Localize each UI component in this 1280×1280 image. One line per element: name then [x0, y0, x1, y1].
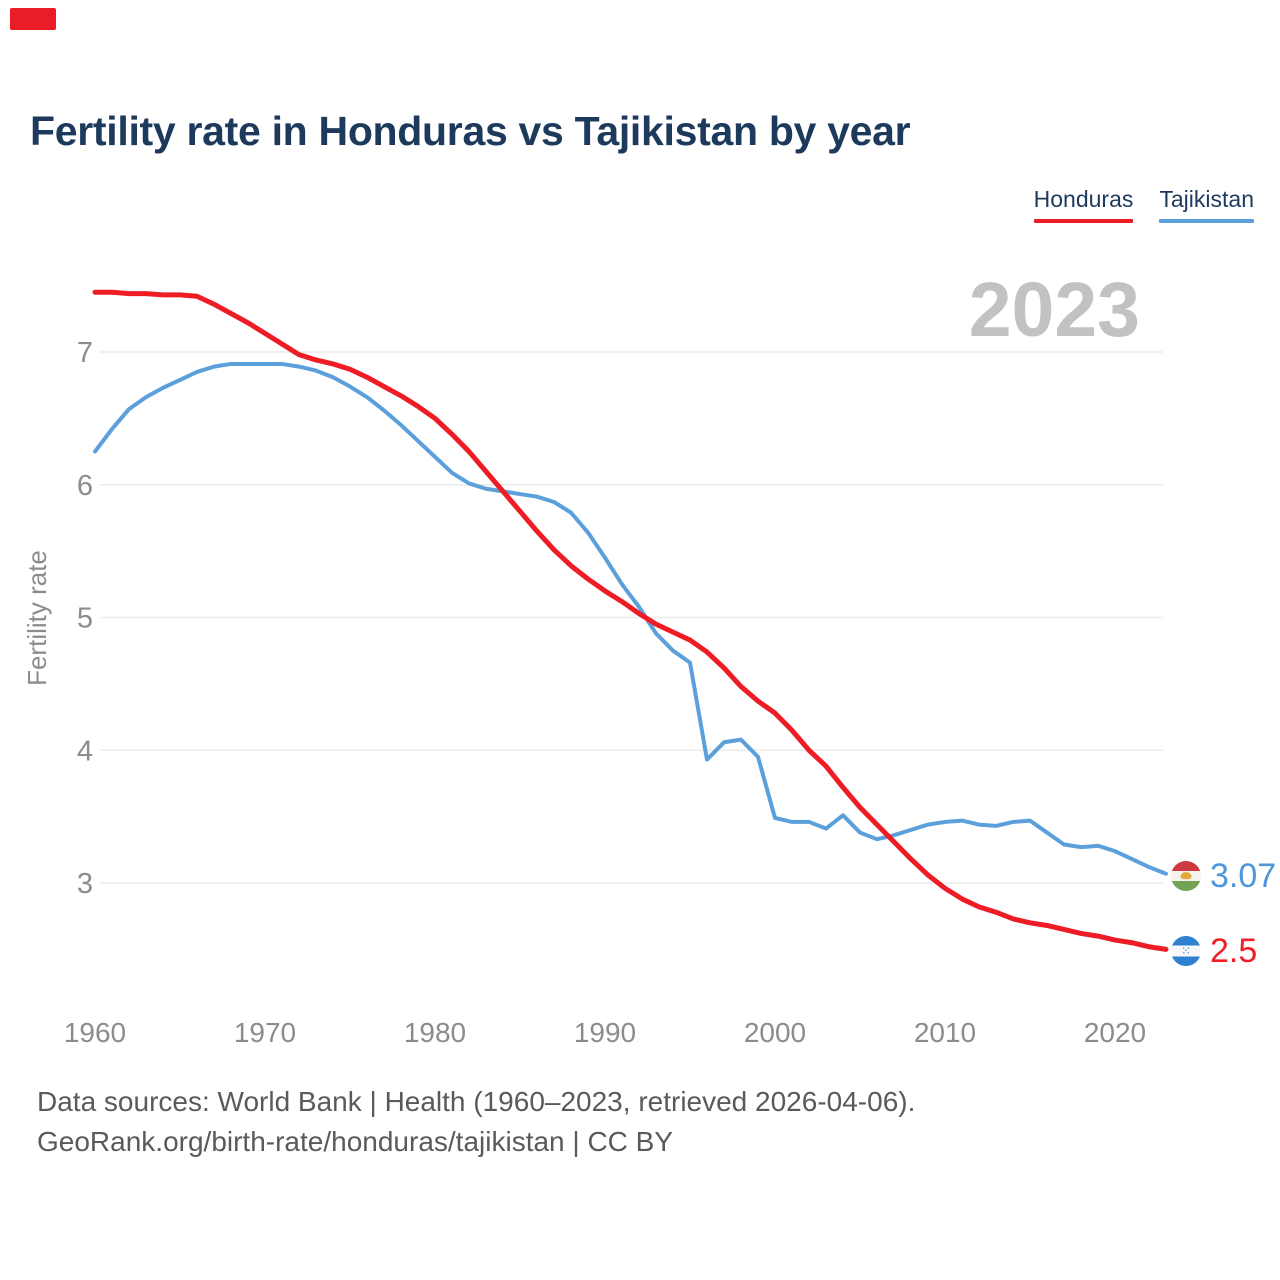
x-tick-label-2010: 2010	[914, 1017, 976, 1048]
honduras-stars-icon: ⁙	[1180, 943, 1192, 958]
y-tick-label-3: 3	[77, 868, 93, 900]
legend: Honduras Tajikistan	[1033, 186, 1254, 223]
legend-item-honduras[interactable]: Honduras	[1033, 186, 1134, 223]
end-label-honduras: ⁙ 2.5	[1171, 932, 1258, 970]
x-tick-label-1960: 1960	[64, 1017, 126, 1048]
end-value-tajikistan: 3.07	[1210, 857, 1277, 895]
y-tick-label-6: 6	[77, 470, 93, 502]
honduras-flag-icon: ⁙	[1171, 936, 1201, 966]
footer-source-line: Data sources: World Bank | Health (1960–…	[37, 1086, 916, 1117]
end-value-honduras: 2.5	[1210, 932, 1258, 970]
page-title: Fertility rate in Honduras vs Tajikistan…	[30, 108, 911, 154]
y-tick-label-7: 7	[77, 337, 93, 369]
legend-item-tajikistan[interactable]: Tajikistan	[1159, 186, 1254, 223]
legend-label-honduras: Honduras	[1033, 186, 1134, 212]
tajikistan-crown-icon	[1180, 872, 1192, 880]
x-tick-label-2020: 2020	[1084, 1017, 1146, 1048]
end-label-tajikistan: 3.07	[1171, 857, 1277, 895]
brand-logo	[10, 8, 56, 30]
series-line-tajikistan	[93, 361, 1168, 876]
x-tick-label-1980: 1980	[404, 1017, 466, 1048]
tajikistan-flag-icon	[1171, 861, 1201, 891]
x-tick-label-1990: 1990	[574, 1017, 636, 1048]
x-tick-label-1970: 1970	[234, 1017, 296, 1048]
legend-label-tajikistan: Tajikistan	[1159, 186, 1254, 212]
legend-underline-tajikistan	[1159, 219, 1254, 223]
year-watermark: 2023	[968, 267, 1140, 353]
y-axis-label: Fertility rate	[22, 550, 52, 686]
footer: Data sources: World Bank | Health (1960–…	[37, 1082, 915, 1162]
y-tick-label-4: 4	[77, 735, 93, 767]
x-tick-label-2000: 2000	[744, 1017, 806, 1048]
y-tick-label-5: 5	[77, 603, 93, 635]
legend-underline-honduras	[1033, 219, 1134, 223]
footer-url-line: GeoRank.org/birth-rate/honduras/tajikist…	[37, 1126, 674, 1157]
series-line-honduras	[92, 289, 1169, 952]
